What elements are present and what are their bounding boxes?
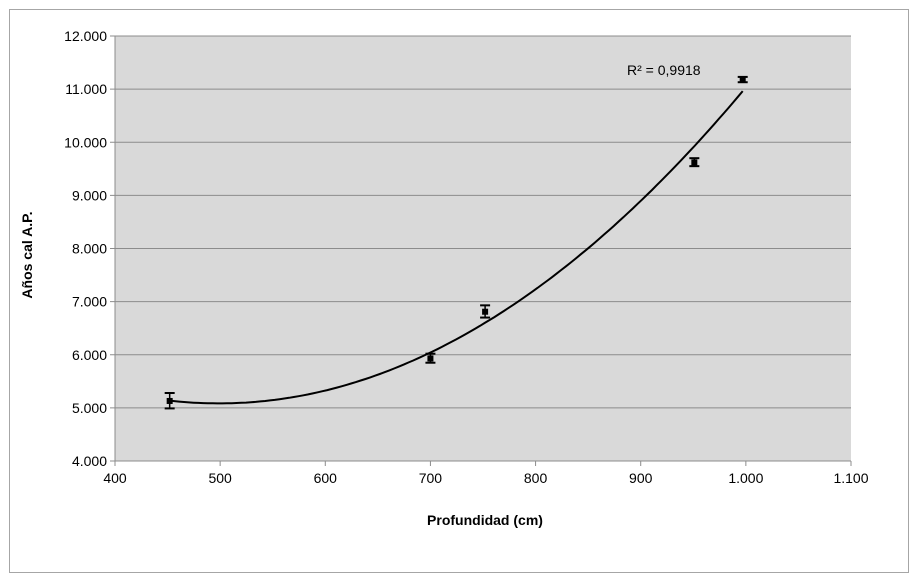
data-point [739,76,746,83]
x-tick-label: 1.000 [728,470,763,486]
y-tick-label: 7.000 [72,294,107,310]
y-tick-label: 9.000 [72,187,107,203]
data-point [427,355,434,362]
y-tick-label: 10.000 [64,134,107,150]
data-point [482,308,489,315]
trendline [169,90,744,405]
y-tick-label: 6.000 [72,347,107,363]
r-squared-label: R² = 0,9918 [627,62,701,78]
y-tick-label: 4.000 [72,453,107,469]
y-tick-labels: 4.000 5.000 6.000 7.000 8.000 9.000 10.000 11.0… [64,28,107,469]
x-tick-labels: 400 500 600 700 800 900 1.000 1.100 [103,470,868,486]
data-series [164,75,748,410]
chart-frame: 400 500 600 700 800 900 1.000 1.100 4.000 5.000 6… [9,9,909,573]
y-axis-title: Años cal A.P. [19,211,35,298]
data-point [166,397,173,404]
x-tick-label: 500 [208,470,232,486]
x-tick-label: 400 [103,470,127,486]
axes [110,35,852,466]
x-tick-label: 1.100 [833,470,868,486]
x-tick-label: 700 [419,470,443,486]
y-tick-label: 8.000 [72,241,107,257]
x-tick-label: 600 [314,470,338,486]
x-tick-label: 900 [629,470,653,486]
gridlines [115,35,851,409]
y-tick-label: 5.000 [72,400,107,416]
y-tick-label: 12.000 [64,28,107,44]
chart: 400 500 600 700 800 900 1.000 1.100 4.000 5.000 6… [19,28,869,528]
data-point [691,159,698,166]
y-tick-label: 11.000 [65,81,107,97]
x-axis-title: Profundidad (cm) [427,512,543,528]
x-tick-label: 800 [524,470,548,486]
